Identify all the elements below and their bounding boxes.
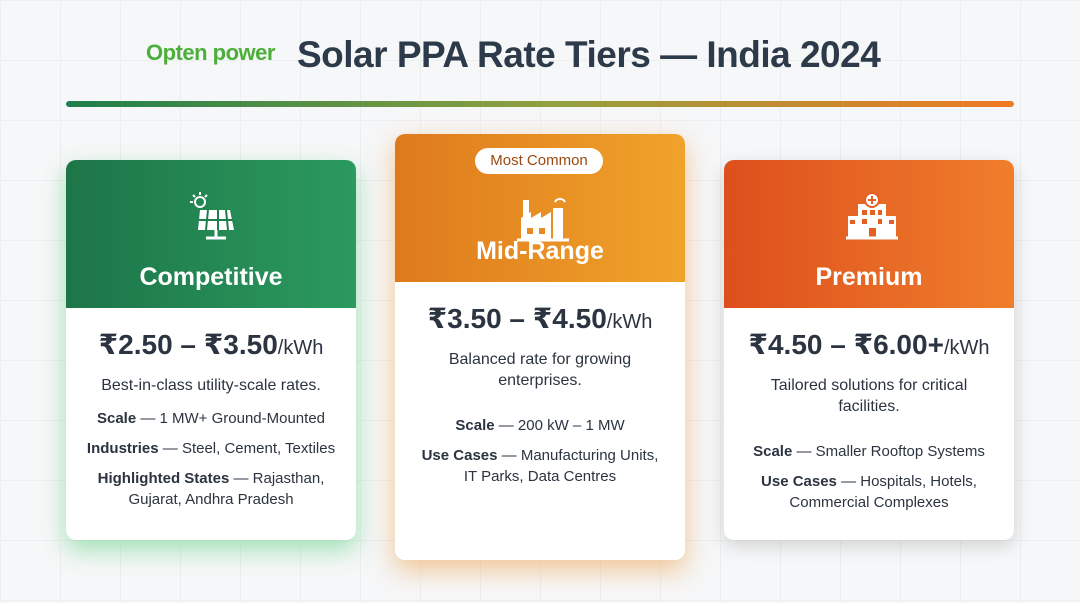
tier-card: Competitive ₹2.50 – ₹3.50/kWh Best-in-clas… bbox=[66, 160, 356, 540]
detail-text: — Steel, Cement, Textiles bbox=[162, 440, 336, 457]
card-body: ₹2.50 – ₹3.50/kWh Best-in-class utility-s… bbox=[66, 308, 356, 510]
logo: Opten power bbox=[146, 40, 275, 65]
card-header: Most Common Mid-Range bbox=[395, 134, 685, 282]
detail: Scale — 200 kW – 1 MW bbox=[413, 415, 667, 436]
detail-label: Use Cases bbox=[421, 447, 498, 464]
card-body: ₹3.50 – ₹4.50/kWh Balanced rate for growi… bbox=[395, 282, 685, 487]
detail: Scale — 1 MW+ Ground-Mounted bbox=[84, 408, 338, 429]
detail-label: Use Cases bbox=[761, 473, 837, 490]
detail-text: — 1 MW+ Ground-Mounted bbox=[140, 410, 326, 427]
detail-label: Scale bbox=[96, 410, 137, 427]
tier-icon bbox=[517, 198, 569, 242]
price-unit: /kWh bbox=[606, 311, 653, 333]
card-body: ₹4.50 – ₹6.00+/kWh Tailored solutions for… bbox=[724, 308, 1014, 513]
tier-name: Mid-Range bbox=[476, 237, 604, 265]
detail-text: — 200 kW – 1 MW bbox=[498, 417, 625, 434]
tier-name: Premium bbox=[815, 263, 923, 291]
price-unit: /kWh bbox=[943, 337, 990, 359]
tier-name: Competitive bbox=[139, 263, 283, 291]
detail: Use Cases — Hospitals, Hotels, Commercia… bbox=[742, 471, 996, 513]
price-range: ₹4.50 – ₹6.00+/kWh bbox=[742, 328, 996, 361]
tier-icon bbox=[846, 192, 898, 240]
detail: Highlighted States — Rajasthan, Gujarat,… bbox=[84, 468, 338, 510]
detail-text: — Rajasthan, Gujarat, Andhra Pradesh bbox=[128, 470, 325, 508]
detail-text: — Smaller Rooftop Systems bbox=[796, 443, 985, 460]
price: ₹2.50 – ₹3.50 bbox=[98, 329, 278, 360]
tier-icon bbox=[190, 192, 234, 240]
divider bbox=[66, 101, 1014, 107]
detail-label: Scale bbox=[455, 417, 495, 434]
detail-text: — Hospitals, Hotels, Commercial Complexe… bbox=[789, 473, 977, 511]
detail-label: Highlighted States bbox=[97, 470, 230, 487]
detail-label: Scale bbox=[753, 443, 793, 460]
page-title: Solar PPA Rate Tiers — India 2024 bbox=[297, 34, 881, 75]
badge: Most Common bbox=[475, 148, 603, 174]
price-unit: /kWh bbox=[277, 337, 324, 359]
detail-text: — Manufacturing Units, IT Parks, Data Ce… bbox=[463, 447, 659, 485]
tier-card: Most Common Mid-Range ₹3.50 – ₹4.50/kWh Bal… bbox=[395, 134, 685, 560]
detail-label: Industries bbox=[86, 440, 159, 457]
price-range: ₹3.50 – ₹4.50/kWh bbox=[413, 302, 667, 335]
description: Tailored solutions for critical faciliti… bbox=[770, 377, 968, 415]
description: Balanced rate for growing enterprises. bbox=[448, 351, 632, 389]
detail: Scale — Smaller Rooftop Systems bbox=[742, 441, 996, 462]
card-header: Premium bbox=[724, 160, 1014, 308]
card-header: Competitive bbox=[66, 160, 356, 308]
tier-card: Premium ₹4.50 – ₹6.00+/kWh Tailored soluti… bbox=[724, 160, 1014, 540]
price: ₹4.50 – ₹6.00+ bbox=[748, 329, 944, 360]
price: ₹3.50 – ₹4.50 bbox=[427, 303, 607, 334]
detail: Use Cases — Manufacturing Units, IT Park… bbox=[413, 445, 667, 487]
price-range: ₹2.50 – ₹3.50/kWh bbox=[84, 328, 338, 361]
detail: Industries — Steel, Cement, Textiles bbox=[84, 438, 338, 459]
description: Best-in-class utility-scale rates. bbox=[101, 377, 321, 394]
